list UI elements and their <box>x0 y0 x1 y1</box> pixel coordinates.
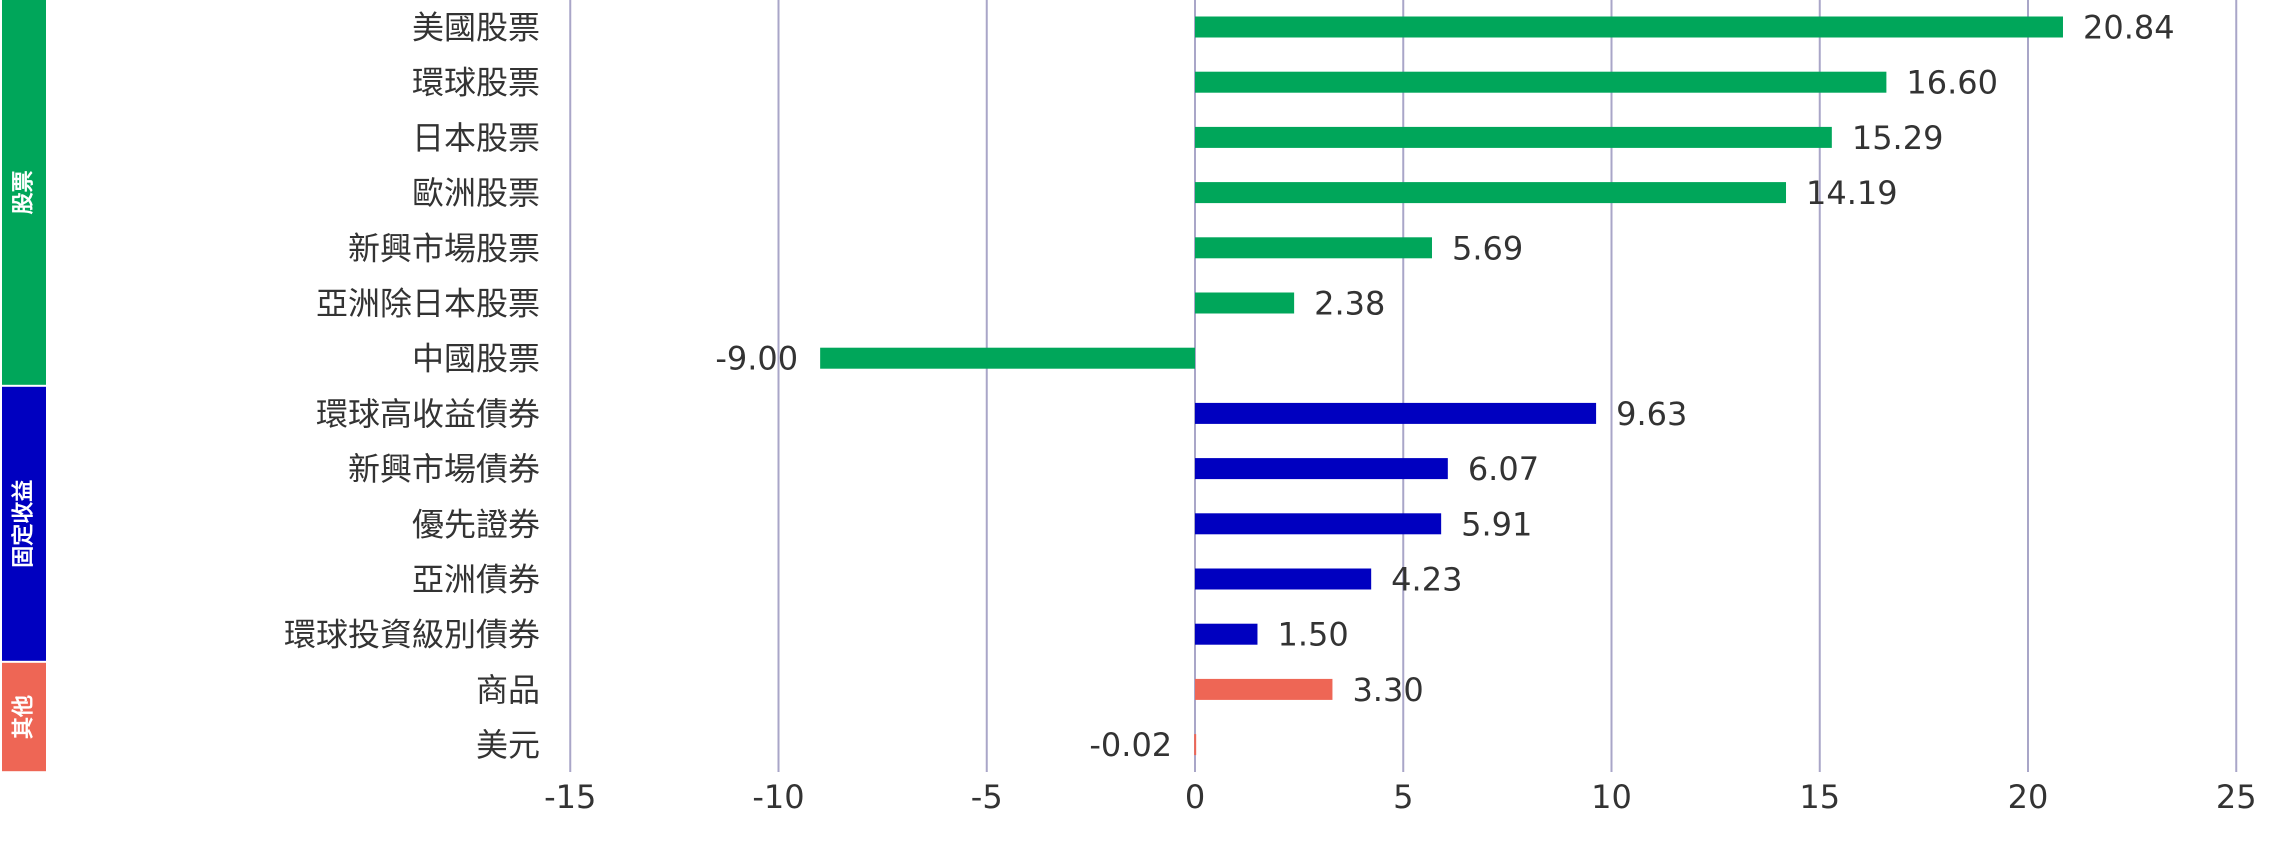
value-labels: 20.84 16.60 15.29 14.19 5.69 2.38 -9.00 9.63 6.0… <box>715 9 2174 765</box>
value-label: 4.23 <box>1391 561 1462 599</box>
bar <box>1195 16 2063 38</box>
group-label: 其他 <box>12 695 37 739</box>
bar <box>1195 237 1432 259</box>
bar <box>1194 734 1197 756</box>
value-label: 2.38 <box>1314 285 1385 323</box>
x-tick-label: -10 <box>752 778 804 816</box>
category-label: 新興市場股票 <box>348 229 540 267</box>
category-label: 歐洲股票 <box>412 174 540 212</box>
value-label: -0.02 <box>1089 726 1172 764</box>
group-label: 股票 <box>12 170 37 214</box>
x-tick-label: 0 <box>1185 778 1205 816</box>
bar <box>1195 292 1295 314</box>
x-tick-label: 15 <box>1799 778 1840 816</box>
bar <box>1195 402 1597 424</box>
group-band: 固定收益 <box>2 386 46 661</box>
gridlines <box>569 0 2238 772</box>
category-label: 亞洲除日本股票 <box>316 285 540 323</box>
category-label: 美元 <box>476 726 540 764</box>
bar <box>1195 623 1258 645</box>
value-label: 20.84 <box>2083 9 2175 47</box>
group-band-rect <box>2 662 46 772</box>
group-band-rect <box>2 0 46 385</box>
x-tick-label: 10 <box>1591 778 1632 816</box>
value-label: 15.29 <box>1852 119 1944 157</box>
category-label: 中國股票 <box>412 340 540 378</box>
value-label: 1.50 <box>1277 616 1348 654</box>
bar <box>1195 513 1442 535</box>
category-label: 環球高收益債券 <box>316 395 540 433</box>
category-label: 環球股票 <box>412 64 540 102</box>
bar <box>1195 458 1448 480</box>
bar <box>1195 71 1887 93</box>
value-label: 3.30 <box>1352 671 1423 709</box>
category-label: 日本股票 <box>412 119 540 157</box>
bars <box>820 16 2063 756</box>
bar <box>1195 678 1333 700</box>
value-label: 16.60 <box>1906 64 1998 102</box>
bar <box>1195 126 1832 148</box>
x-tick-label: -15 <box>544 778 596 816</box>
group-band: 股票 <box>2 0 46 385</box>
category-label: 優先證券 <box>412 505 540 543</box>
bar <box>820 347 1195 369</box>
category-label: 商品 <box>476 671 540 709</box>
value-label: 5.69 <box>1452 229 1523 267</box>
value-label: 14.19 <box>1806 174 1898 212</box>
x-tick-label: 5 <box>1393 778 1413 816</box>
x-tick-label: -5 <box>971 778 1003 816</box>
group-band: 其他 <box>2 662 46 772</box>
category-label: 新興市場債券 <box>348 450 540 488</box>
x-tick-label: 25 <box>2216 778 2257 816</box>
value-label: 9.63 <box>1616 395 1687 433</box>
bar <box>1195 182 1787 204</box>
value-label: 6.07 <box>1468 450 1539 488</box>
category-label: 環球投資級別債券 <box>284 616 540 654</box>
x-axis-tick-labels: -15 -10 -5 0 5 10 15 20 25 <box>544 778 2256 816</box>
bar <box>1195 568 1372 590</box>
category-label: 亞洲債券 <box>412 561 540 599</box>
category-labels: 美國股票環球股票日本股票歐洲股票新興市場股票亞洲除日本股票中國股票環球高收益債券… <box>284 9 540 765</box>
value-label: 5.91 <box>1461 505 1532 543</box>
value-label: -9.00 <box>715 340 798 378</box>
x-tick-label: 20 <box>2008 778 2049 816</box>
group-band-rect <box>2 386 46 661</box>
category-label: 美國股票 <box>412 9 540 47</box>
group-label: 固定收益 <box>11 480 37 568</box>
